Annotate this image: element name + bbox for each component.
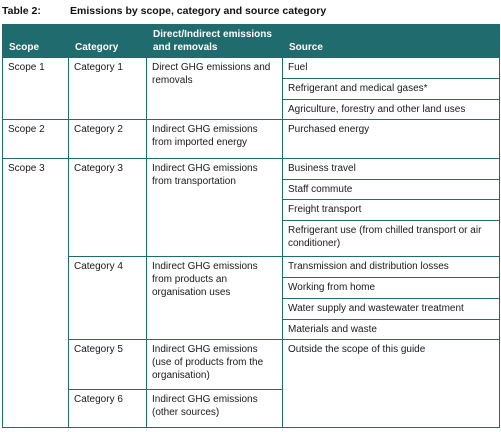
source-cell: Staff commute [282,178,500,201]
header-row: Scope Category Direct/Indirect emissions… [2,24,500,58]
emission-type-cell: Indirect GHG emissions (use of products … [146,339,283,390]
emission-type-cell: Indirect GHG emissions from products an … [146,256,283,341]
source-cell: Outside the scope of this guide [282,339,500,428]
emission-type-cell: Indirect GHG emissions from transportati… [146,157,283,258]
category-cell: Category 4 [68,256,147,341]
table-row: Refrigerant use (from chilled transport … [3,220,500,258]
source-cell: Fuel [282,57,500,79]
table-caption: Table 2: Emissions by scope, category and… [2,5,326,17]
source-cell: Transmission and distribution losses [282,256,500,278]
scope-cell: Scope 3 [2,157,69,429]
table-number: Table 2: [2,5,41,17]
table-row: Category 4 Indirect GHG emissions from p… [3,256,500,341]
source-cell: Refrigerant use (from chilled transport … [282,220,500,258]
source-cell: Business travel [282,157,500,180]
source-cell: Working from home [282,277,500,299]
category-cell: Category 6 [68,388,147,429]
emission-type-cell: Indirect GHG emissions (other sources) [146,388,283,429]
emission-type-cell: Direct GHG emissions and removals [146,56,283,121]
category-cell: Category 3 [68,157,147,258]
source-cell: Purchased energy [282,119,500,159]
emission-type-cell: Indirect GHG emissions from imported ene… [146,119,283,159]
source-cell: Materials and waste [282,318,500,341]
scope-cell: Scope 1 [2,56,69,121]
header-category: Category [68,24,147,58]
scope-cell: Scope 2 [2,119,69,159]
table-row: Scope 1 Category 1 Direct GHG emissions … [2,56,500,121]
source-cell: Freight transport [282,199,500,222]
emissions-table: Scope Category Direct/Indirect emissions… [2,24,500,429]
source-cell: Water supply and wastewater treatment [282,297,500,320]
header-direct-indirect: Direct/Indirect emissions and removals [146,24,283,58]
table-title: Emissions by scope, category and source … [70,5,327,17]
category-cell: Category 1 [68,56,147,121]
category-cell: Category 5 [68,339,147,390]
table-row: Category 6 Indirect GHG emissions (other… [3,388,500,429]
source-cell: Agriculture, forestry and other land use… [282,98,500,121]
table-row: Category 5 Indirect GHG emissions (use o… [3,339,500,428]
source-cell: Refrigerant and medical gases* [282,77,500,100]
table-row: Scope 3 Category 3 Indirect GHG emission… [2,157,500,429]
header-source: Source [282,24,500,58]
category-cell: Category 2 [68,119,147,159]
header-scope: Scope [2,24,69,58]
table-row: Scope 2 Category 2 Indirect GHG emission… [2,119,500,159]
